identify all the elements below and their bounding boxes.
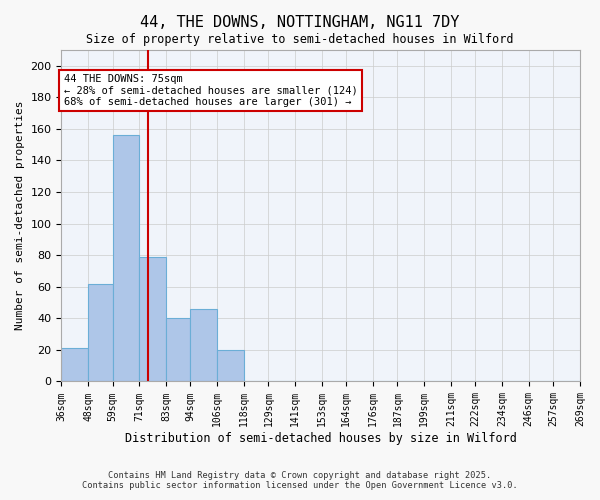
Text: Size of property relative to semi-detached houses in Wilford: Size of property relative to semi-detach…: [86, 32, 514, 46]
Bar: [217, 350, 244, 382]
Text: Contains HM Land Registry data © Crown copyright and database right 2025.
Contai: Contains HM Land Registry data © Crown c…: [82, 470, 518, 490]
Bar: [166, 318, 190, 382]
X-axis label: Distribution of semi-detached houses by size in Wilford: Distribution of semi-detached houses by …: [125, 432, 517, 445]
Bar: [139, 257, 166, 382]
Y-axis label: Number of semi-detached properties: Number of semi-detached properties: [15, 101, 25, 330]
Text: 44 THE DOWNS: 75sqm
← 28% of semi-detached houses are smaller (124)
68% of semi-: 44 THE DOWNS: 75sqm ← 28% of semi-detach…: [64, 74, 358, 107]
Bar: [88, 284, 113, 382]
Bar: [113, 135, 139, 382]
Bar: [61, 348, 88, 382]
Bar: [190, 309, 217, 382]
Text: 44, THE DOWNS, NOTTINGHAM, NG11 7DY: 44, THE DOWNS, NOTTINGHAM, NG11 7DY: [140, 15, 460, 30]
